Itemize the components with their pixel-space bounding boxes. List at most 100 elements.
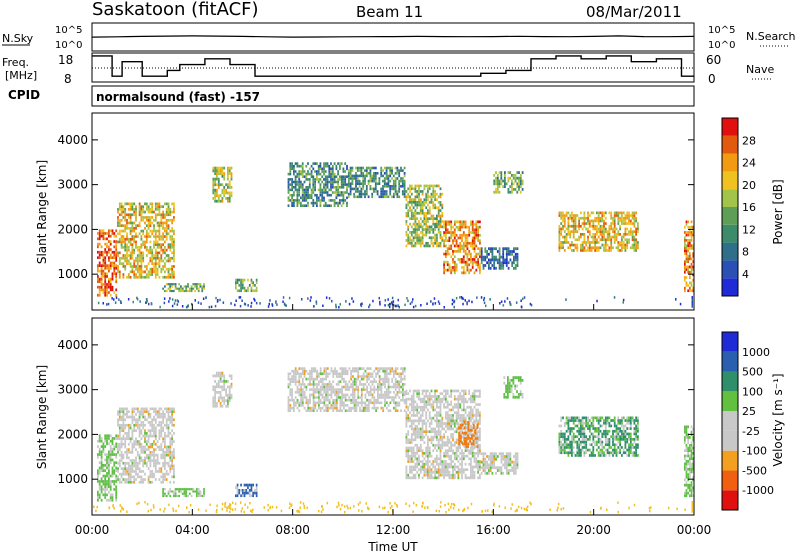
echo-cell	[158, 432, 161, 435]
echo-cell	[617, 216, 620, 220]
echo-cell	[300, 172, 302, 176]
echo-cell	[423, 184, 426, 188]
echo-cell	[385, 396, 388, 399]
echo-cell	[421, 220, 424, 223]
echo-cell	[353, 388, 356, 391]
echo-cell	[221, 169, 224, 173]
echo-cell	[574, 216, 577, 220]
echo-cell	[214, 404, 216, 408]
echo-cell	[518, 179, 520, 183]
echo-cell	[394, 187, 397, 191]
echo-cell	[337, 180, 339, 184]
echo-cell	[414, 419, 417, 423]
echo-cell	[355, 172, 357, 175]
echo-cell	[305, 398, 308, 402]
echo-cell	[291, 204, 293, 207]
echo-cell	[601, 214, 604, 217]
echo-cell	[493, 266, 496, 270]
echo-cell	[359, 383, 361, 386]
echo-cell	[98, 480, 101, 483]
echo-cell	[380, 174, 383, 178]
echo-cell	[328, 188, 331, 192]
echo-cell	[562, 219, 564, 223]
echo-cell	[473, 228, 476, 232]
echo-cell	[405, 449, 408, 452]
echo-cell	[216, 183, 218, 187]
echo-cell	[587, 238, 589, 242]
echo-cell	[287, 383, 290, 386]
echo-cell	[228, 197, 231, 200]
echo-cell	[312, 380, 315, 383]
echo-cell	[309, 372, 311, 376]
nsky-series-line	[91, 35, 695, 38]
echo-cell	[369, 388, 372, 391]
echo-cell	[505, 182, 508, 186]
echo-cell	[308, 172, 311, 176]
echo-cell	[228, 374, 231, 378]
ground-scatter-cell	[499, 302, 501, 305]
echo-cell	[317, 164, 320, 168]
echo-cell	[307, 406, 310, 410]
echo-cell	[140, 442, 143, 446]
echo-cell	[687, 220, 689, 224]
echo-cell	[120, 426, 123, 430]
echo-cell	[145, 224, 148, 227]
echo-cell	[131, 208, 134, 211]
echo-cell	[113, 291, 116, 294]
echo-cell	[289, 170, 292, 173]
echo-cell	[243, 483, 246, 487]
echo-cell	[108, 480, 110, 483]
echo-cell	[407, 211, 410, 215]
echo-cell	[109, 450, 112, 454]
echo-cell	[578, 227, 580, 231]
echo-cell	[298, 170, 301, 173]
echo-cell	[140, 273, 143, 276]
echo-cell	[414, 443, 417, 447]
echo-cell	[387, 179, 390, 183]
echo-cell	[383, 177, 386, 180]
echo-cell	[147, 475, 150, 479]
echo-cell	[373, 404, 376, 407]
echo-cell	[330, 162, 332, 165]
echo-cell	[416, 231, 419, 234]
echo-cell	[608, 246, 611, 250]
echo-cell	[301, 172, 304, 176]
echo-cell	[124, 442, 127, 446]
echo-cell	[203, 287, 205, 290]
echo-cell	[615, 211, 618, 215]
echo-cell	[109, 242, 112, 246]
echo-cell	[131, 475, 134, 479]
echo-cell	[389, 190, 392, 193]
echo-cell	[346, 204, 348, 207]
echo-cell	[505, 261, 508, 265]
echo-cell	[689, 286, 691, 290]
echo-cell	[165, 461, 168, 465]
echo-cell	[452, 252, 454, 256]
echo-cell	[219, 374, 222, 378]
echo-cell	[323, 367, 326, 370]
echo-cell	[122, 265, 125, 268]
echo-cell	[498, 250, 501, 253]
echo-cell	[100, 490, 103, 494]
echo-cell	[162, 275, 164, 279]
ground-scatter-cell	[460, 296, 463, 299]
echo-cell	[236, 489, 239, 492]
echo-cell	[164, 407, 166, 411]
echo-cell	[223, 177, 226, 181]
echo-cell	[412, 411, 415, 414]
echo-cell	[120, 415, 123, 419]
echo-cell	[98, 482, 101, 486]
echo-cell	[97, 490, 99, 494]
echo-cell	[464, 252, 467, 256]
cpid-text: normalsound (fast) -157	[96, 90, 260, 104]
echo-cell	[357, 367, 360, 370]
echo-cell	[167, 256, 170, 260]
echo-cell	[432, 214, 435, 218]
echo-cell	[318, 406, 320, 410]
echo-cell	[425, 222, 428, 226]
echo-cell	[416, 411, 419, 414]
echo-cell	[410, 395, 413, 398]
echo-cell	[355, 369, 358, 373]
echo-cell	[122, 426, 125, 430]
echo-cell	[410, 187, 413, 191]
